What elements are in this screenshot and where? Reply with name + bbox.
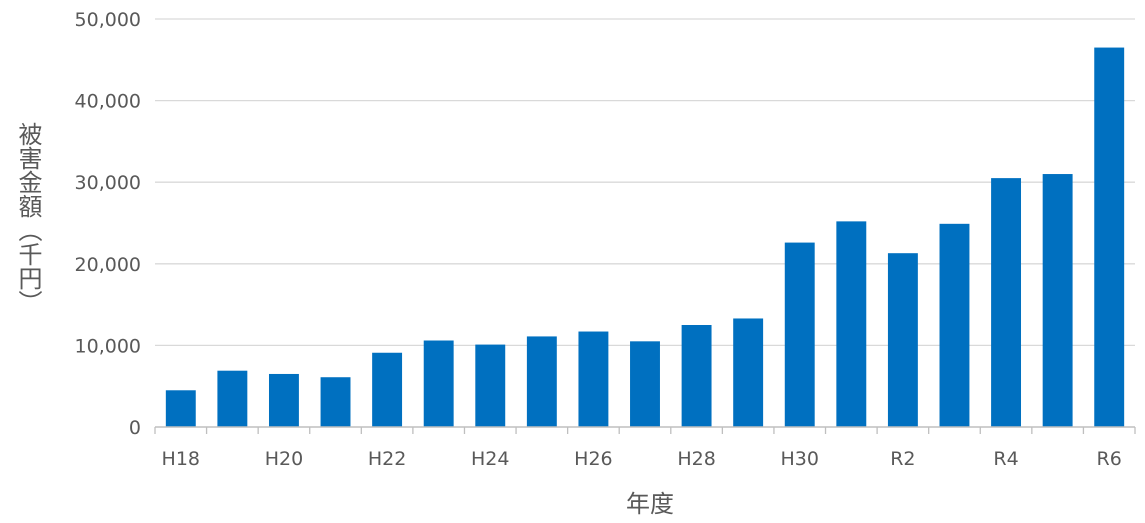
x-axis-tick-labels: H18 H20 H22 H24 H26 H28 H30 R2 R4 R6 [162, 448, 1122, 470]
bar-H22 [372, 352, 403, 427]
bar-H18 [165, 390, 196, 427]
x-tick-label: H28 [677, 448, 715, 470]
x-tick-label: H18 [162, 448, 200, 470]
x-tick-label: R2 [890, 448, 915, 470]
bar-H23 [423, 340, 454, 427]
bar-H28 [681, 325, 712, 427]
bar-R5 [1042, 174, 1073, 427]
bar-R2 [887, 253, 918, 427]
bars [165, 47, 1125, 428]
x-tick-label: R6 [1097, 448, 1122, 470]
x-tick-label: H26 [574, 448, 612, 470]
bar-H21 [320, 377, 351, 427]
bar-R1 [836, 221, 867, 427]
x-tick-label: H30 [781, 448, 819, 470]
gridlines [155, 18, 1135, 347]
bar-H30 [784, 242, 815, 427]
y-tick-label: 30,000 [75, 172, 141, 194]
bar-H25 [526, 336, 557, 427]
y-tick-label: 0 [129, 417, 141, 439]
bar-R4 [991, 178, 1022, 427]
bar-H20 [268, 373, 299, 427]
y-tick-label: 40,000 [75, 91, 141, 113]
bar-H29 [733, 318, 764, 427]
y-tick-label: 50,000 [75, 9, 141, 31]
bar-R6 [1094, 47, 1125, 428]
x-tick-label: H24 [471, 448, 509, 470]
x-tick-label: R4 [993, 448, 1018, 470]
x-axis-title: 年度 [626, 490, 674, 518]
bar-H26 [578, 331, 609, 427]
y-tick-label: 20,000 [75, 254, 141, 276]
y-axis-tick-labels: 0 10,000 20,000 30,000 40,000 50,000 [75, 9, 141, 439]
bar-R3 [939, 223, 970, 427]
bar-H24 [475, 344, 506, 427]
y-axis-title: 被害金額（千円） [14, 122, 42, 314]
bar-H19 [217, 370, 248, 427]
x-axis [154, 426, 1136, 434]
y-tick-label: 10,000 [75, 335, 141, 357]
bar-H27 [630, 341, 660, 427]
x-tick-label: H22 [368, 448, 406, 470]
x-tick-label: H20 [265, 448, 303, 470]
